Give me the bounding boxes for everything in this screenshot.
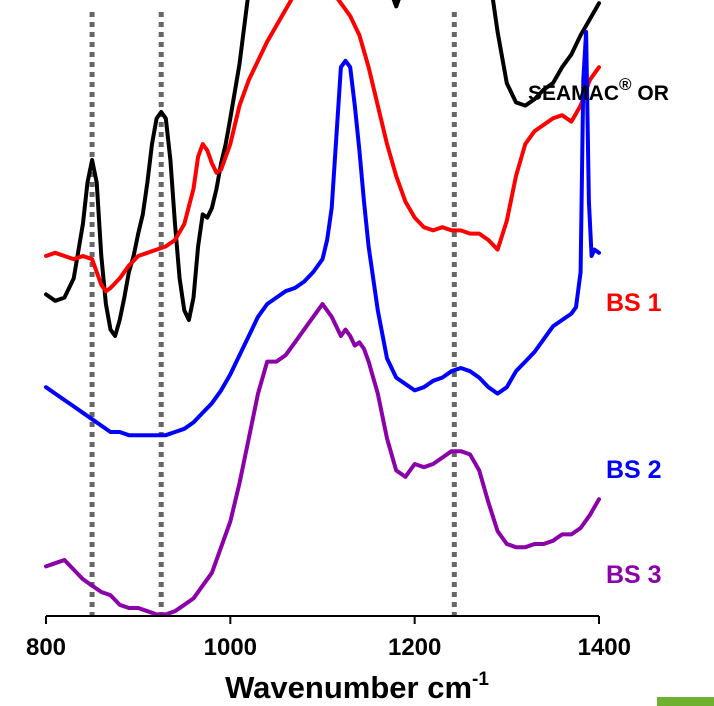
x-tick-label-3: 1400	[578, 634, 631, 661]
series-label-seamac-suffix: OR	[632, 82, 669, 105]
x-tick-label-1: 1000	[204, 634, 257, 661]
series-label-seamac: SEAMAC® OR	[528, 75, 669, 105]
series-label-bs3: BS 3	[606, 561, 662, 589]
series-label-seamac-name: SEAMAC	[528, 82, 619, 105]
reference-lines	[89, 12, 457, 615]
corner-decoration	[657, 697, 714, 706]
x-axis-label-superscript: -1	[472, 669, 489, 690]
series-line-seamac	[44, 0, 601, 338]
series-line-bs1	[44, 0, 601, 294]
series-label-bs1: BS 1	[606, 289, 662, 317]
series-lines	[44, 0, 601, 617]
series-label-bs2: BS 2	[606, 456, 662, 484]
series-label-seamac-superscript: ®	[619, 75, 632, 94]
series-line-bs2	[44, 30, 601, 438]
x-axis-label-text: Wavenumber cm	[225, 670, 472, 705]
x-axis-label: Wavenumber cm-1	[225, 669, 489, 705]
x-tick-label-2: 1200	[388, 634, 441, 661]
x-tick-label-0: 800	[26, 634, 66, 661]
x-ticks: 800 1000 1200 1400	[26, 616, 631, 661]
series-line-bs3	[44, 302, 601, 617]
